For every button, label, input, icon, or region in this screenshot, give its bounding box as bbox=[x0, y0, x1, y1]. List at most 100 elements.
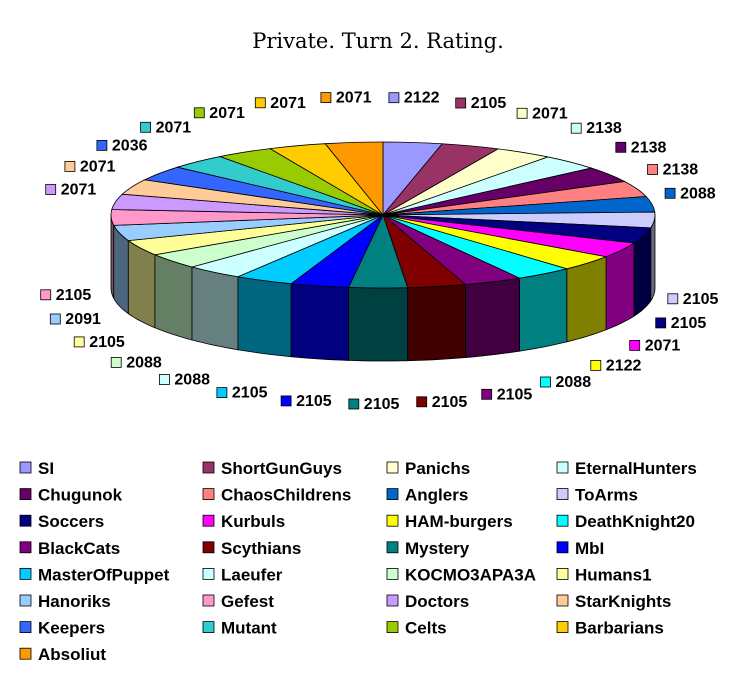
legend-label: KOCMO3APA3A bbox=[405, 565, 536, 584]
data-label-value: 2071 bbox=[61, 182, 97, 199]
data-label-swatch bbox=[254, 97, 266, 109]
legend-item-absoliut: Absoliut bbox=[19, 645, 106, 664]
legend-label: ShortGunGuys bbox=[221, 459, 342, 478]
data-label-soccers: 2105 bbox=[655, 315, 707, 332]
data-label-swatch bbox=[348, 398, 360, 410]
data-label-mutant: 2071 bbox=[140, 119, 191, 136]
data-label-scythians: 2105 bbox=[416, 394, 468, 411]
legend-swatch bbox=[19, 488, 32, 501]
legend-swatch bbox=[202, 514, 215, 527]
data-label-swatch bbox=[388, 92, 400, 104]
legend-label: Hanoriks bbox=[38, 592, 111, 611]
data-label-value: 2105 bbox=[471, 95, 507, 112]
legend-item-eternalhunters: EternalHunters bbox=[556, 459, 697, 478]
data-label-swatch bbox=[73, 336, 85, 348]
legend-label: ToArms bbox=[575, 486, 638, 505]
data-label-keepers: 2036 bbox=[96, 137, 148, 154]
legend-item-mystery: Mystery bbox=[386, 539, 470, 558]
legend-item-celts: Celts bbox=[386, 619, 447, 638]
data-label-value: 2122 bbox=[404, 90, 440, 107]
pie-slice-absoliut bbox=[324, 141, 384, 217]
legend-label: EternalHunters bbox=[575, 459, 697, 478]
data-label-value: 2105 bbox=[683, 291, 719, 308]
legend-label: Absoliut bbox=[38, 645, 106, 664]
legend-item-kocmo3apa3a: KOCMO3APA3A bbox=[386, 565, 536, 584]
legend-item-deathknight20: DeathKnight20 bbox=[556, 512, 695, 531]
legend-swatch bbox=[556, 541, 569, 554]
legend-item-soccers: Soccers bbox=[19, 512, 104, 531]
legend-swatch bbox=[202, 568, 215, 580]
data-label-chugunok: 2138 bbox=[615, 139, 666, 156]
data-label-value: 2071 bbox=[645, 337, 681, 354]
data-label-masterofpuppet: 2105 bbox=[216, 385, 268, 402]
legend-item-toarms: ToArms bbox=[556, 486, 638, 505]
legend-swatch bbox=[386, 541, 399, 554]
data-label-value: 2138 bbox=[586, 120, 622, 137]
pie-side-humans1 bbox=[127, 239, 156, 329]
pie-side-blackcats bbox=[465, 277, 520, 358]
data-label-swatch bbox=[570, 122, 582, 134]
data-label-value: 2088 bbox=[556, 374, 592, 391]
data-label-deathknight20: 2088 bbox=[540, 374, 592, 391]
data-label-value: 2105 bbox=[671, 315, 707, 332]
legend-item-barbarians: Barbarians bbox=[556, 619, 664, 638]
data-label-swatch bbox=[49, 313, 61, 325]
legend-label: HAM-burgers bbox=[405, 512, 513, 531]
legend-swatch bbox=[19, 568, 32, 580]
legend-swatch bbox=[19, 594, 32, 607]
data-label-swatch bbox=[655, 317, 667, 329]
legend-label: DeathKnight20 bbox=[575, 512, 695, 531]
data-label-swatch bbox=[96, 139, 108, 151]
pie-side-kocmo3apa3a bbox=[154, 254, 193, 341]
legend-label: Soccers bbox=[38, 512, 104, 531]
legend-item-hanoriks: Hanoriks bbox=[19, 592, 111, 611]
legend-item-mbi: MbI bbox=[556, 539, 604, 558]
data-label-hanoriks: 2091 bbox=[49, 311, 101, 328]
pie-side-ham-burgers bbox=[566, 256, 607, 343]
legend-item-shortgunguys: ShortGunGuys bbox=[202, 459, 342, 478]
data-label-swatch bbox=[40, 289, 52, 301]
legend-label: MbI bbox=[575, 539, 604, 558]
legend-swatch bbox=[556, 621, 569, 633]
data-label-value: 2138 bbox=[663, 162, 699, 179]
legend-item-masterofpuppet: MasterOfPuppet bbox=[19, 565, 170, 584]
data-label-celts: 2071 bbox=[193, 105, 245, 122]
legend-swatch bbox=[556, 568, 569, 580]
legend-label: StarKnights bbox=[575, 592, 671, 611]
data-label-swatch bbox=[158, 374, 170, 385]
data-label-swatch bbox=[540, 376, 551, 388]
legend-swatch bbox=[386, 568, 399, 580]
data-label-value: 2105 bbox=[89, 334, 125, 351]
pie-side-toarms bbox=[650, 214, 656, 303]
legend-label: Barbarians bbox=[575, 619, 664, 638]
data-label-gefest: 2105 bbox=[40, 287, 91, 304]
data-label-value: 2105 bbox=[296, 393, 332, 410]
legend-label: Kurbuls bbox=[221, 512, 285, 531]
data-label-si: 2122 bbox=[388, 90, 440, 107]
data-label-value: 2071 bbox=[209, 105, 245, 122]
data-label-swatch bbox=[590, 359, 602, 371]
legend-label: SI bbox=[38, 459, 54, 478]
legend-item-mutant: Mutant bbox=[202, 619, 277, 638]
data-label-swatch bbox=[140, 121, 152, 133]
pie-side-gefest bbox=[110, 214, 115, 299]
data-label-laeufer: 2088 bbox=[158, 372, 210, 389]
data-label-value: 2105 bbox=[432, 394, 468, 411]
data-label-value: 2105 bbox=[497, 386, 533, 403]
data-label-value: 2088 bbox=[680, 185, 716, 202]
pie-side-mystery bbox=[348, 286, 409, 362]
data-label-value: 2071 bbox=[532, 105, 568, 122]
data-label-toarms: 2105 bbox=[667, 291, 719, 308]
data-labels: 2122 2105 2071 2138 2138 2138 2088 2105 2105 2071… bbox=[40, 90, 719, 413]
data-label-blackcats: 2105 bbox=[481, 386, 533, 403]
legend-swatch bbox=[386, 488, 399, 501]
chart-title: Private. Turn 2. Rating. bbox=[252, 29, 504, 53]
legend-label: Anglers bbox=[405, 486, 468, 505]
data-label-swatch bbox=[320, 92, 332, 103]
legend-label: Panichs bbox=[405, 459, 470, 478]
legend-label: BlackCats bbox=[38, 539, 120, 558]
legend-swatch bbox=[202, 488, 215, 501]
data-label-swatch bbox=[664, 187, 676, 199]
pie-side-mbi bbox=[290, 283, 349, 361]
